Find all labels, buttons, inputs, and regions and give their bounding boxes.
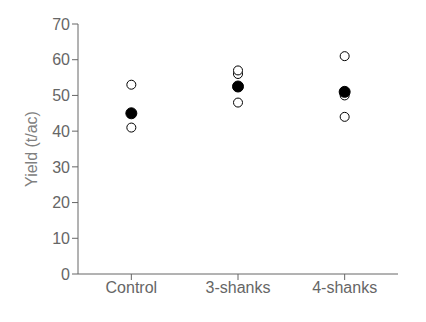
svg-text:Control: Control <box>106 279 158 296</box>
svg-text:3-shanks: 3-shanks <box>206 279 271 296</box>
svg-text:50: 50 <box>52 87 70 104</box>
svg-text:70: 70 <box>52 16 70 33</box>
svg-text:30: 30 <box>52 159 70 176</box>
svg-text:4-shanks: 4-shanks <box>312 279 377 296</box>
svg-text:10: 10 <box>52 230 70 247</box>
svg-text:60: 60 <box>52 51 70 68</box>
svg-text:Yield (t/ac): Yield (t/ac) <box>23 111 40 187</box>
svg-text:40: 40 <box>52 123 70 140</box>
svg-text:20: 20 <box>52 194 70 211</box>
svg-text:0: 0 <box>61 266 70 283</box>
